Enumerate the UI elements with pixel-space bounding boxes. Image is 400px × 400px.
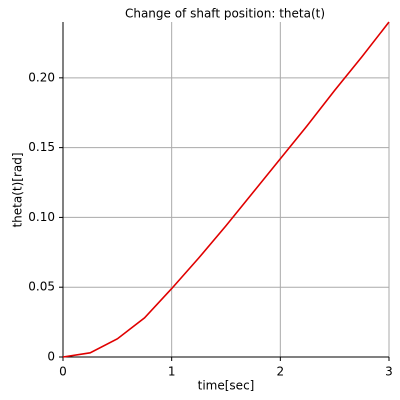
data-line	[62, 21, 390, 358]
x-tick-label: 2	[277, 365, 285, 379]
y-tick-label: 0	[47, 350, 55, 364]
x-axis-label: time[sec]	[198, 379, 255, 393]
x-tick-label: 1	[168, 365, 176, 379]
y-tick-label: 0.15	[28, 140, 55, 154]
y-tick-label: 0.20	[28, 70, 55, 84]
x-tick-label: 0	[59, 365, 67, 379]
y-axis-label: theta(t)[rad]	[11, 152, 25, 227]
y-tick-label: 0.10	[28, 210, 55, 224]
chart-title: Change of shaft position: theta(t)	[125, 7, 325, 21]
x-tick-label: 3	[385, 365, 393, 379]
y-tick-label: 0.05	[28, 280, 55, 294]
